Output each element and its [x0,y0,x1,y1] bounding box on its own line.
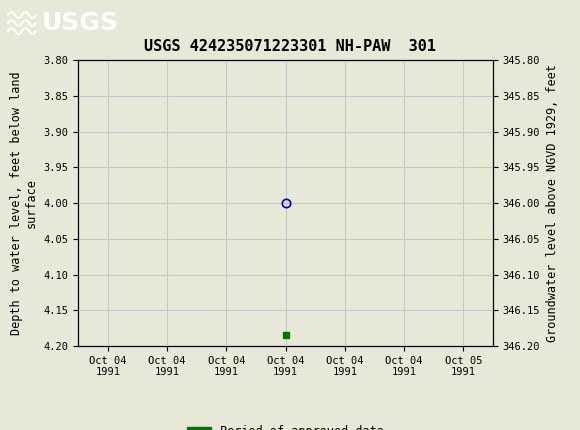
Y-axis label: Groundwater level above NGVD 1929, feet: Groundwater level above NGVD 1929, feet [546,64,559,342]
Legend: Period of approved data: Period of approved data [183,421,389,430]
Y-axis label: Depth to water level, feet below land
surface: Depth to water level, feet below land su… [10,71,38,335]
Text: USGS: USGS [42,11,119,35]
Text: USGS 424235071223301 NH-PAW  301: USGS 424235071223301 NH-PAW 301 [144,39,436,54]
